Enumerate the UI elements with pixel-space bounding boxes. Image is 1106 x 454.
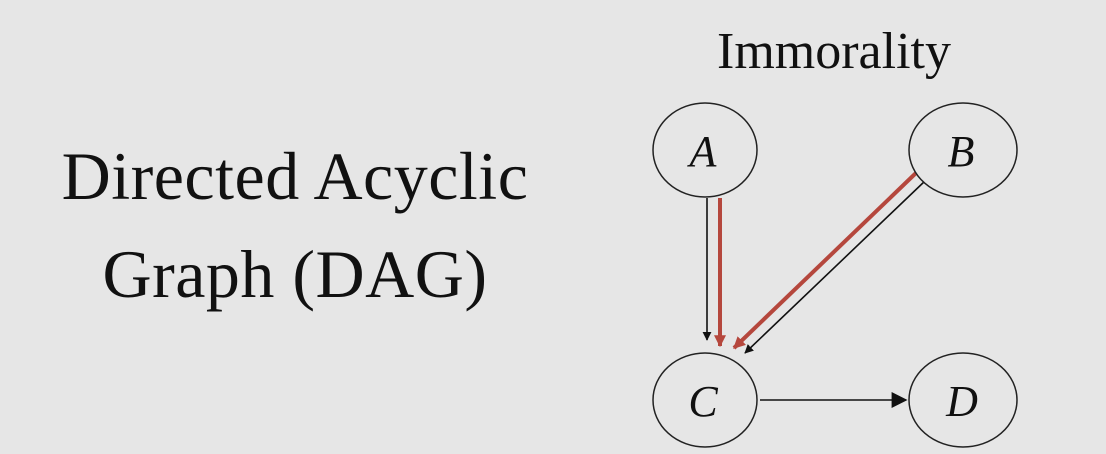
node-d-label: D [945, 377, 978, 426]
node-a: A [652, 102, 758, 198]
node-a-label: A [687, 127, 718, 176]
node-d: D [908, 352, 1018, 448]
node-b: B [908, 102, 1018, 198]
slide-title-line2: Graph (DAG) [102, 236, 488, 312]
node-c-label: C [688, 377, 718, 426]
edge-a-c [702, 198, 726, 348]
diagram-title: Immorality [717, 23, 951, 80]
slide-title-line1: Directed Acyclic [61, 138, 529, 214]
node-b-label: B [948, 127, 975, 176]
edge-b-c [732, 170, 927, 354]
node-c: C [652, 352, 758, 448]
